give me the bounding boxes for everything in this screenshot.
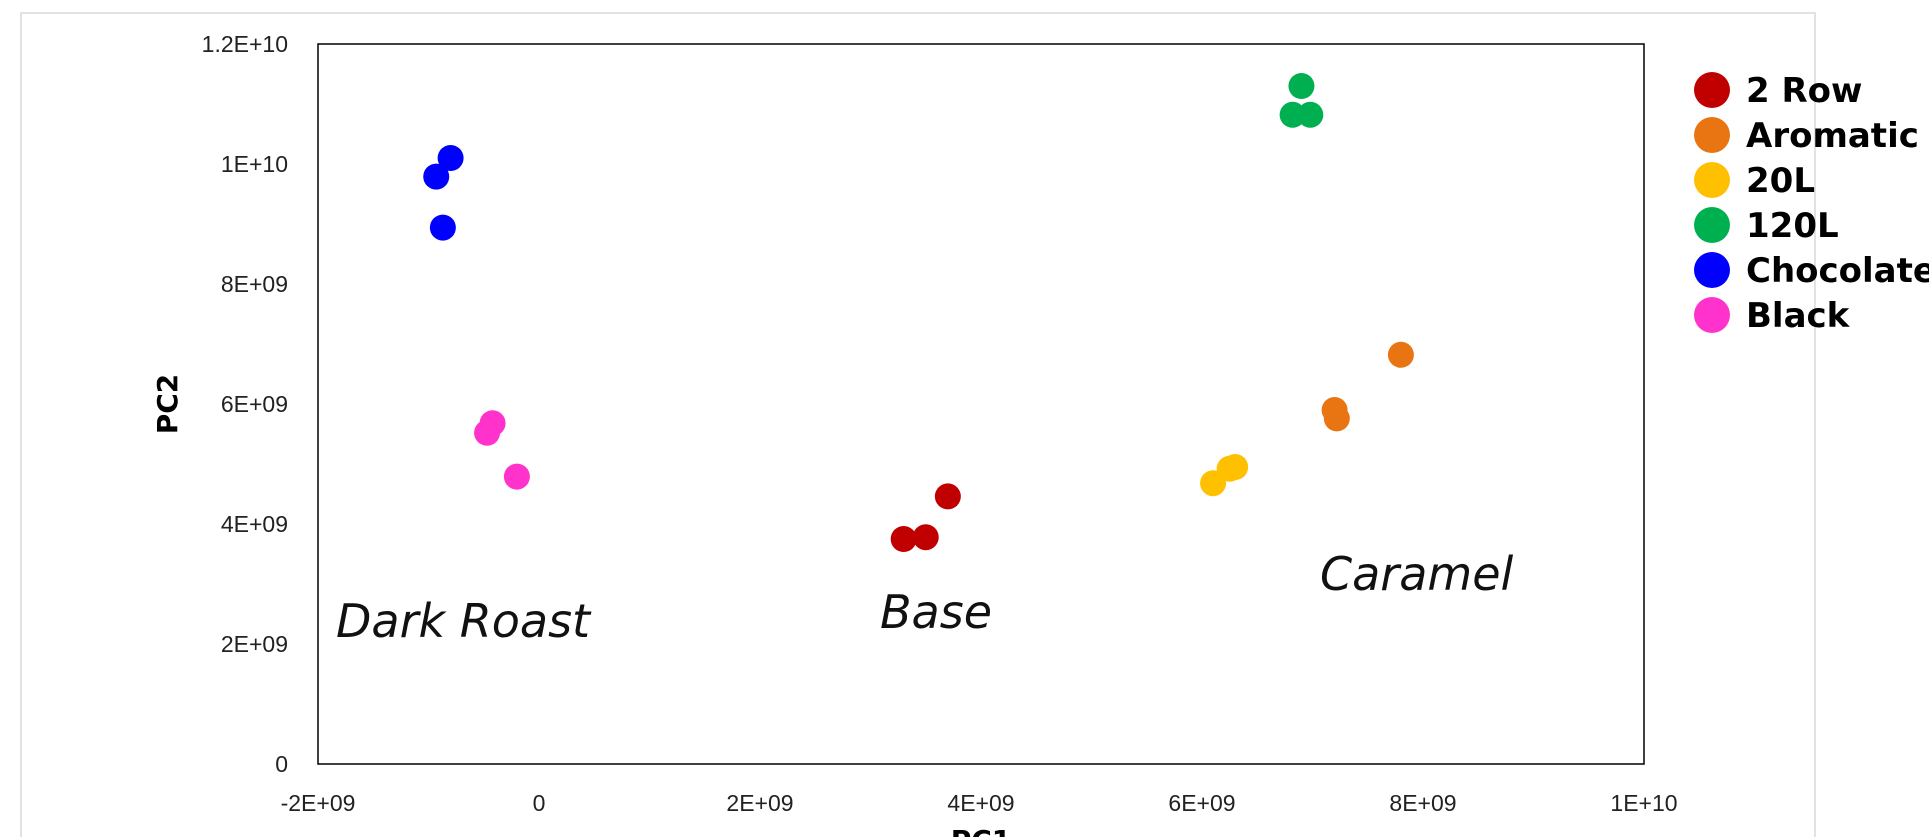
annotation-dark-roast: Dark Roast [336, 594, 592, 648]
x-axis-ticks: -2E+09 0 2E+09 4E+09 6E+09 8E+09 1E+10 [281, 790, 1678, 816]
data-point [912, 524, 939, 551]
legend-label: 20L [1746, 161, 1815, 201]
data-point [934, 483, 961, 510]
legend-marker [1694, 162, 1730, 198]
annotation-caramel: Caramel [1320, 547, 1514, 601]
data-point [474, 419, 501, 446]
data-point [1387, 341, 1414, 368]
data-point [437, 145, 464, 171]
y-tick-label: 1.2E+10 [202, 31, 288, 57]
x-tick-label: -2E+09 [281, 790, 356, 816]
y-tick-label: 2E+09 [221, 631, 288, 657]
legend-label: Black [1746, 296, 1851, 336]
legend-marker [1694, 207, 1730, 243]
x-tick-label: 4E+09 [947, 790, 1014, 816]
x-tick-label: 2E+09 [726, 790, 793, 816]
x-tick-label: 6E+09 [1168, 790, 1235, 816]
x-tick-label: 8E+09 [1389, 790, 1456, 816]
y-axis-ticks: 0 2E+09 4E+09 6E+09 8E+09 1E+10 1.2E+10 [202, 31, 288, 777]
y-tick-label: 0 [275, 751, 288, 777]
annotation-base: Base [880, 585, 992, 639]
legend-label: Chocolate [1746, 251, 1929, 291]
data-point [1297, 101, 1324, 128]
legend-marker [1694, 252, 1730, 288]
chart-area-border [20, 12, 1816, 837]
data-point [423, 163, 450, 190]
x-tick-label: 1E+10 [1610, 790, 1677, 816]
y-axis-title: PC2 [151, 374, 184, 435]
y-tick-label: 6E+09 [221, 391, 288, 417]
data-point [1323, 405, 1350, 432]
data-point [1288, 73, 1315, 99]
legend-label: 2 Row [1746, 71, 1862, 111]
data-point [890, 526, 917, 552]
legend-marker [1694, 72, 1730, 108]
y-tick-label: 8E+09 [221, 271, 288, 297]
legend-label: Aromatic [1746, 116, 1919, 156]
y-tick-label: 1E+10 [221, 151, 288, 177]
data-point [1222, 454, 1249, 480]
plot-area-frame [317, 43, 1645, 765]
legend-label: 120L [1746, 206, 1839, 246]
legend-marker [1694, 117, 1730, 153]
legend: 2 Row Aromatic 20L 120L Chocolate Black [1694, 71, 1929, 336]
data-point [503, 463, 530, 490]
y-tick-label: 4E+09 [221, 511, 288, 537]
x-tick-label: 0 [533, 790, 546, 816]
data-points [423, 73, 1414, 552]
legend-marker [1694, 297, 1730, 333]
data-point [429, 214, 456, 241]
x-axis-title: PC1 [951, 824, 1012, 837]
